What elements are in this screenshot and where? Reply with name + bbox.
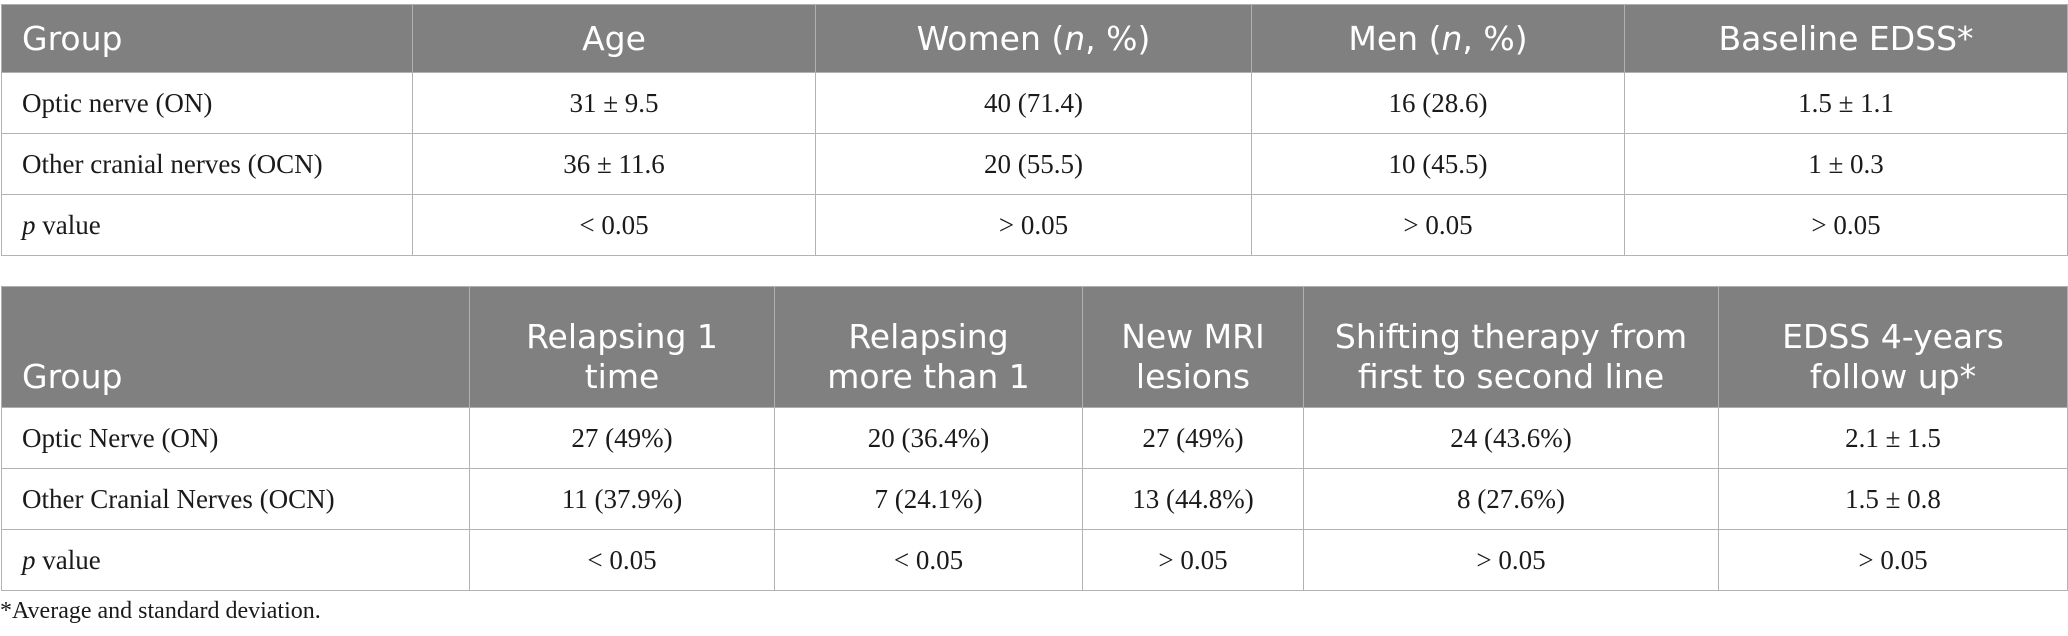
header-new-mri: New MRI lesions bbox=[1082, 286, 1304, 408]
cell-group: p value bbox=[1, 529, 470, 591]
cell-women: 20 (55.5) bbox=[815, 133, 1252, 195]
cell-group: Optic Nerve (ON) bbox=[1, 407, 470, 469]
cell-men: > 0.05 bbox=[1251, 194, 1625, 256]
cell-group: Optic nerve (ON) bbox=[1, 72, 413, 134]
header-relapsing-more: Relapsing more than 1 bbox=[774, 286, 1083, 408]
table-row: Optic Nerve (ON) 27 (49%) 20 (36.4%) 27 … bbox=[1, 407, 2068, 469]
cell-group: p value bbox=[1, 194, 413, 256]
cell-relapsing-more: 7 (24.1%) bbox=[774, 468, 1083, 530]
table-header-row: Group Relapsing 1 time Relapsing more than… bbox=[1, 286, 2068, 408]
cell-group: Other Cranial Nerves (OCN) bbox=[1, 468, 470, 530]
table-row: Other Cranial Nerves (OCN) 11 (37.9%) 7 … bbox=[1, 468, 2068, 530]
cell-edss-4-years: > 0.05 bbox=[1718, 529, 2068, 591]
header-group: Group bbox=[1, 4, 413, 73]
cell-new-mri: 13 (44.8%) bbox=[1082, 468, 1304, 530]
cell-baseline-edss: 1.5 ± 1.1 bbox=[1624, 72, 2068, 134]
header-relapsing-1: Relapsing 1 time bbox=[469, 286, 775, 408]
cell-edss-4-years: 1.5 ± 0.8 bbox=[1718, 468, 2068, 530]
table-row-p-value: p value < 0.05 < 0.05 > 0.05 > 0.05 > 0.… bbox=[1, 529, 2068, 591]
demographics-table: Group Age Women (n, %) Men (n, %) Baseli… bbox=[1, 4, 2068, 256]
cell-shifting-therapy: > 0.05 bbox=[1303, 529, 1719, 591]
cell-relapsing-1: < 0.05 bbox=[469, 529, 775, 591]
table-row-p-value: p value < 0.05 > 0.05 > 0.05 > 0.05 bbox=[1, 194, 2068, 256]
table-header-row: Group Age Women (n, %) Men (n, %) Baseli… bbox=[1, 4, 2068, 73]
cell-new-mri: 27 (49%) bbox=[1082, 407, 1304, 469]
header-group: Group bbox=[1, 286, 470, 408]
header-edss-4-years: EDSS 4-years follow up* bbox=[1718, 286, 2068, 408]
table-row: Optic nerve (ON) 31 ± 9.5 40 (71.4) 16 (… bbox=[1, 72, 2068, 134]
header-baseline-edss: Baseline EDSS* bbox=[1624, 4, 2068, 73]
cell-women: > 0.05 bbox=[815, 194, 1252, 256]
cell-group: Other cranial nerves (OCN) bbox=[1, 133, 413, 195]
cell-women: 40 (71.4) bbox=[815, 72, 1252, 134]
header-shifting-therapy: Shifting therapy from first to second lin… bbox=[1303, 286, 1719, 408]
cell-relapsing-1: 11 (37.9%) bbox=[469, 468, 775, 530]
cell-shifting-therapy: 8 (27.6%) bbox=[1303, 468, 1719, 530]
header-men: Men (n, %) bbox=[1251, 4, 1625, 73]
cell-baseline-edss: 1 ± 0.3 bbox=[1624, 133, 2068, 195]
cell-men: 16 (28.6) bbox=[1251, 72, 1625, 134]
cell-new-mri: > 0.05 bbox=[1082, 529, 1304, 591]
outcomes-table: Group Relapsing 1 time Relapsing more than… bbox=[1, 286, 2068, 591]
cell-age: 31 ± 9.5 bbox=[412, 72, 816, 134]
header-women: Women (n, %) bbox=[815, 4, 1252, 73]
cell-age: < 0.05 bbox=[412, 194, 816, 256]
cell-relapsing-1: 27 (49%) bbox=[469, 407, 775, 469]
cell-edss-4-years: 2.1 ± 1.5 bbox=[1718, 407, 2068, 469]
cell-age: 36 ± 11.6 bbox=[412, 133, 816, 195]
table-footnote: *Average and standard deviation. bbox=[0, 598, 321, 624]
cell-baseline-edss: > 0.05 bbox=[1624, 194, 2068, 256]
header-age: Age bbox=[412, 4, 816, 73]
cell-shifting-therapy: 24 (43.6%) bbox=[1303, 407, 1719, 469]
cell-relapsing-more: < 0.05 bbox=[774, 529, 1083, 591]
cell-men: 10 (45.5) bbox=[1251, 133, 1625, 195]
cell-relapsing-more: 20 (36.4%) bbox=[774, 407, 1083, 469]
table-row: Other cranial nerves (OCN) 36 ± 11.6 20 … bbox=[1, 133, 2068, 195]
